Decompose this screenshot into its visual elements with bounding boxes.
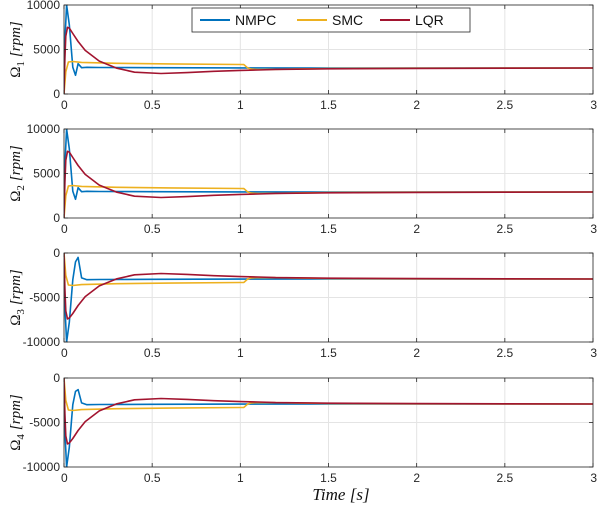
- y-label-unit: [rpm]: [8, 269, 24, 305]
- y-tick-label: -10000: [23, 460, 61, 474]
- x-tick-label: 2: [413, 222, 420, 236]
- y-tick-label: 0: [53, 246, 60, 260]
- y-axis-label: Ω4 [rpm]: [8, 394, 27, 451]
- y-tick-label: 5000: [33, 167, 60, 181]
- series-line-lqr: [64, 378, 593, 445]
- x-tick-label: 2.5: [496, 98, 513, 112]
- x-tick-label: 0: [61, 471, 68, 485]
- y-tick-label: 10000: [27, 0, 61, 12]
- series-group: [64, 5, 593, 94]
- x-tick-label: 0.5: [144, 98, 161, 112]
- x-tick-label: 2: [413, 346, 420, 360]
- x-tick-label: 3: [590, 98, 597, 112]
- y-axis-label: Ω1 [rpm]: [8, 21, 27, 78]
- series-line-nmpc: [64, 129, 593, 218]
- series-line-lqr: [64, 150, 593, 218]
- series-group: [64, 129, 593, 218]
- x-tick-label: 1.5: [320, 98, 337, 112]
- y-axis-label: Ω3 [rpm]: [8, 269, 27, 326]
- x-tick-label: 1: [237, 471, 244, 485]
- y-label-subscript: 3: [15, 309, 27, 315]
- x-tick-label: 1.5: [320, 346, 337, 360]
- x-tick-label: 0.5: [144, 346, 161, 360]
- y-label-symbol: Ω: [8, 315, 24, 326]
- y-label-unit: [rpm]: [8, 145, 24, 181]
- x-tick-label: 2.5: [496, 222, 513, 236]
- x-tick-label: 0: [61, 222, 68, 236]
- series-line-nmpc: [64, 5, 593, 94]
- panel-4: 0 0.5 1 1.5 2 2.5 3 -10000 -5000 0 Ω4 [rpm]: [8, 371, 597, 485]
- x-tick-label: 2: [413, 471, 420, 485]
- series-line-lqr: [64, 26, 593, 94]
- legend-label-lqr: LQR: [415, 12, 444, 28]
- legend-label-smc: SMC: [332, 12, 363, 28]
- series-group: [64, 253, 593, 342]
- y-tick-label: -5000: [29, 416, 60, 430]
- y-tick-label: 5000: [33, 43, 60, 57]
- series-group: [64, 378, 593, 467]
- x-tick-label: 3: [590, 346, 597, 360]
- x-tick-label: 2: [413, 98, 420, 112]
- y-tick-label: 10000: [27, 122, 61, 136]
- legend-box: [191, 7, 471, 33]
- y-tick-label: -5000: [29, 291, 60, 305]
- y-label-subscript: 2: [15, 185, 27, 191]
- y-axis-label: Ω2 [rpm]: [8, 145, 27, 202]
- x-tick-label: 1.5: [320, 222, 337, 236]
- x-tick-label: 3: [590, 222, 597, 236]
- x-tick-label: 2.5: [496, 346, 513, 360]
- y-tick-label: -10000: [23, 335, 61, 349]
- y-tick-label: 0: [53, 371, 60, 385]
- x-tick-label: 0: [61, 98, 68, 112]
- legend-label-nmpc: NMPC: [235, 12, 276, 28]
- x-tick-label: 1.5: [320, 471, 337, 485]
- x-tick-label: 1: [237, 98, 244, 112]
- x-tick-label: 0.5: [144, 222, 161, 236]
- x-tick-label: 1: [237, 346, 244, 360]
- x-tick-label: 2.5: [496, 471, 513, 485]
- x-tick-label: 0: [61, 346, 68, 360]
- x-tick-label: 1: [237, 222, 244, 236]
- chart-legend: NMPC SMC LQR: [191, 7, 471, 33]
- y-label-subscript: 1: [15, 61, 27, 67]
- y-tick-label: 0: [53, 211, 60, 225]
- y-label-symbol: Ω: [8, 440, 24, 451]
- series-line-lqr: [64, 253, 593, 320]
- x-tick-label: 0.5: [144, 471, 161, 485]
- series-line-nmpc: [64, 253, 593, 342]
- y-label-symbol: Ω: [8, 191, 24, 202]
- y-label-subscript: 4: [15, 434, 27, 440]
- y-label-unit: [rpm]: [8, 21, 24, 57]
- y-label-unit: [rpm]: [8, 394, 24, 430]
- x-tick-label: 3: [590, 471, 597, 485]
- x-axis-label: Time [s]: [312, 485, 369, 504]
- y-label-symbol: Ω: [8, 67, 24, 78]
- y-tick-label: 0: [53, 87, 60, 101]
- series-line-nmpc: [64, 378, 593, 467]
